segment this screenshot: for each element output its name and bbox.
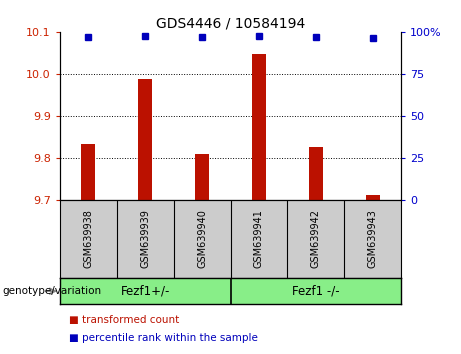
Bar <box>366 195 380 200</box>
Text: GSM639942: GSM639942 <box>311 210 321 268</box>
Text: ■ percentile rank within the sample: ■ percentile rank within the sample <box>69 333 258 343</box>
Text: Fezf1 -/-: Fezf1 -/- <box>292 285 340 298</box>
Text: GSM639940: GSM639940 <box>197 210 207 268</box>
Title: GDS4446 / 10584194: GDS4446 / 10584194 <box>156 17 305 31</box>
Text: GSM639939: GSM639939 <box>140 210 150 268</box>
Text: ■ transformed count: ■ transformed count <box>69 315 179 325</box>
Bar <box>81 144 95 200</box>
Text: genotype/variation: genotype/variation <box>2 286 101 296</box>
Text: GSM639943: GSM639943 <box>367 210 378 268</box>
Text: GSM639938: GSM639938 <box>83 210 94 268</box>
Bar <box>195 154 209 200</box>
Text: GSM639941: GSM639941 <box>254 210 264 268</box>
Text: Fezf1+/-: Fezf1+/- <box>120 285 170 298</box>
Bar <box>252 54 266 200</box>
Bar <box>138 79 152 200</box>
Bar <box>309 148 323 200</box>
